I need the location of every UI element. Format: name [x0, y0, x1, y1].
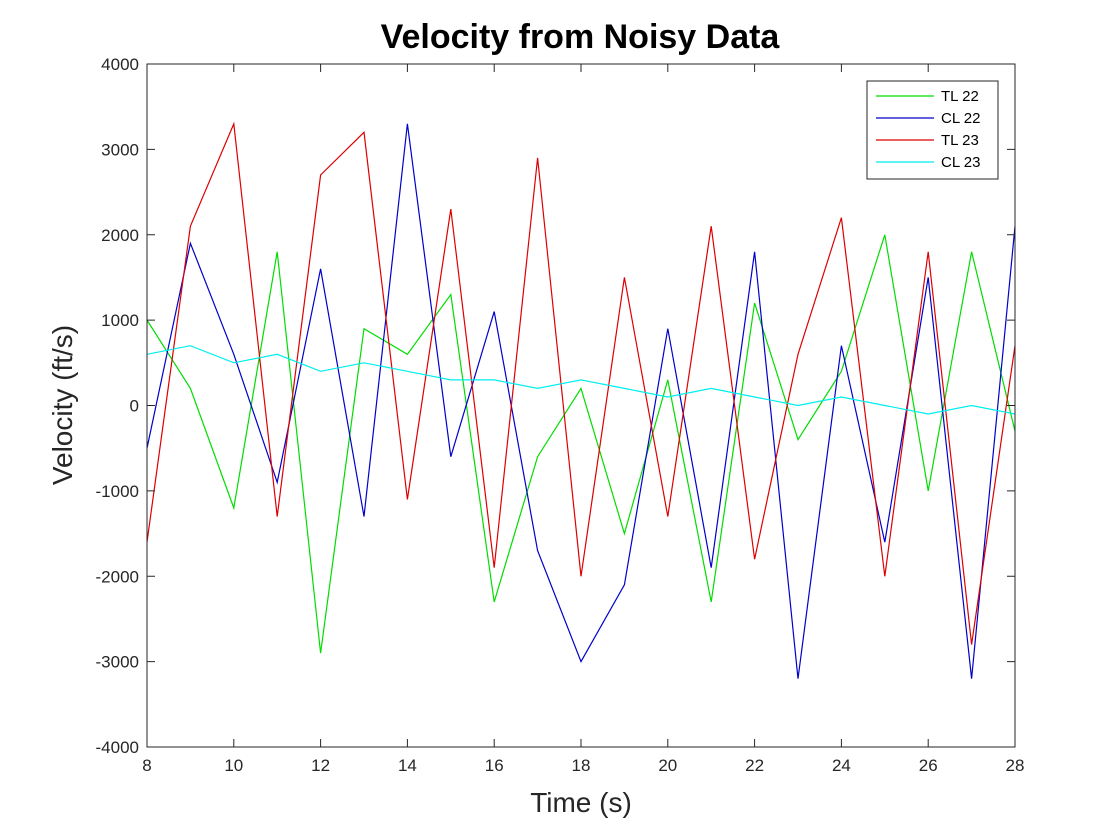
y-tick-label: -2000: [96, 567, 139, 586]
y-tick-label: 2000: [101, 226, 139, 245]
x-tick-label: 10: [224, 756, 243, 775]
legend-box: [866, 80, 999, 180]
y-axis-label: Velocity (ft/s): [47, 325, 78, 485]
series-line-3: [147, 345, 1015, 415]
x-tick-label: 18: [572, 756, 591, 775]
x-tick-label: 8: [142, 756, 151, 775]
x-tick-label: 24: [832, 756, 851, 775]
x-tick-label: 28: [1006, 756, 1025, 775]
x-tick-label: 26: [919, 756, 938, 775]
legend-label: TL 22: [941, 88, 979, 105]
legend-label: TL 23: [941, 132, 979, 149]
x-tick-label: 22: [745, 756, 764, 775]
series-line-1: [147, 123, 1015, 679]
x-tick-label: 20: [658, 756, 677, 775]
x-axis-label: Time (s): [530, 787, 632, 818]
ticks-group: 8 10 12 14 16 18 20 22 24 26 28 -4000 -3000 -2000 -100…: [96, 55, 1025, 775]
y-tick-label: 0: [130, 397, 139, 416]
x-tick-label: 12: [311, 756, 330, 775]
chart-title: Velocity from Noisy Data: [381, 18, 781, 56]
x-tick-label: 14: [398, 756, 417, 775]
y-tick-label: -1000: [96, 482, 139, 501]
series-line-2: [147, 121, 1015, 645]
series-group: [147, 121, 1015, 679]
y-tick-label: -4000: [96, 738, 139, 757]
legend-label: CL 23: [941, 154, 980, 171]
y-tick-label: 1000: [101, 311, 139, 330]
y-tick-label: 3000: [101, 140, 139, 159]
y-tick-label: -3000: [96, 653, 139, 672]
x-tick-label: 16: [485, 756, 504, 775]
series-line-0: [147, 234, 1015, 654]
legend-label: CL 22: [941, 110, 980, 127]
y-tick-label: 4000: [101, 55, 139, 74]
legend: TL 22 CL 22 TL 23 CL 23: [866, 80, 999, 180]
